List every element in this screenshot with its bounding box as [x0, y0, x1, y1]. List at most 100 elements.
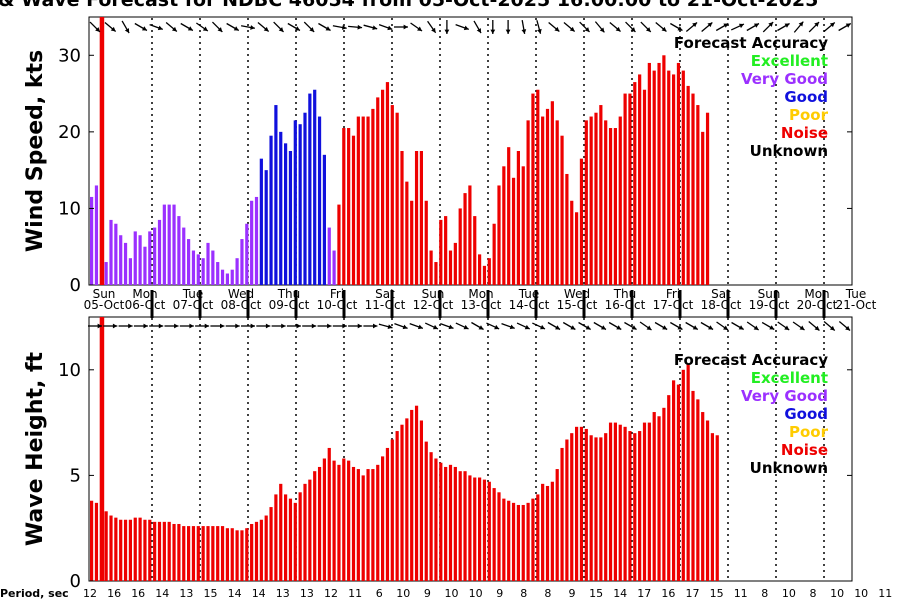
direction-arrowhead: [110, 26, 116, 32]
direction-arrowhead: [233, 26, 239, 31]
bar: [230, 528, 234, 581]
bar: [225, 273, 229, 285]
direction-arrowhead: [630, 27, 636, 32]
legend-title: Forecast Accuracy: [674, 351, 828, 369]
direction-arrowhead: [738, 325, 744, 330]
bar: [526, 502, 530, 581]
legend-title: Forecast Accuracy: [674, 34, 828, 52]
period-value: 11: [878, 587, 892, 600]
bar: [473, 477, 477, 581]
bar: [167, 521, 171, 581]
bar: [502, 166, 506, 285]
period-value: 17: [686, 587, 700, 600]
period-value: 14: [228, 587, 242, 600]
direction-arrowhead: [738, 23, 744, 29]
direction-arrowhead: [174, 323, 179, 329]
period-value: 10: [396, 587, 410, 600]
bar: [400, 424, 404, 581]
direction-arrowhead: [341, 25, 347, 30]
bar: [521, 504, 525, 581]
bar: [511, 502, 516, 581]
bar: [264, 515, 268, 581]
bar: [575, 426, 579, 581]
direction-arrowhead: [250, 25, 255, 30]
bar: [691, 390, 695, 581]
wave-height-panel: 0 5 10 Wave Height, ft Forecast AccuracyEx…: [23, 316, 853, 592]
bar: [507, 500, 511, 581]
bar: [662, 407, 666, 581]
bar: [327, 227, 331, 285]
y-tick-label: 10: [58, 198, 81, 219]
bar: [337, 464, 341, 581]
bar: [109, 219, 113, 285]
bar: [274, 494, 278, 581]
day-label-strip: Sun05-OctMon06-OctTue07-OctWed08-OctThu0…: [84, 286, 877, 318]
period-value: 9: [496, 587, 503, 600]
legend-entry: Poor: [789, 106, 829, 124]
period-value: 8: [761, 587, 768, 600]
direction-arrowhead: [373, 323, 378, 329]
direction-arrowhead: [204, 323, 210, 329]
y-tick-label: 20: [58, 122, 81, 143]
bar: [284, 494, 288, 581]
direction-arrowhead: [829, 22, 835, 28]
bar: [104, 262, 108, 285]
day-name: Sun: [758, 287, 781, 301]
bar: [123, 242, 128, 285]
bar: [701, 131, 705, 285]
bar: [652, 412, 656, 581]
direction-arrowhead: [768, 22, 774, 27]
period-value: 10: [854, 587, 868, 600]
legend-entry: Unknown: [750, 459, 828, 477]
bar: [206, 242, 210, 285]
bar: [293, 120, 297, 286]
bar: [575, 212, 579, 285]
bar: [487, 258, 491, 285]
bar: [594, 112, 598, 286]
direction-arrowhead: [645, 27, 651, 32]
bar: [638, 74, 642, 286]
direction-arrowhead: [342, 323, 347, 329]
bar: [439, 462, 443, 581]
bar: [681, 70, 685, 285]
direction-arrowhead: [403, 24, 408, 30]
bar: [94, 502, 99, 581]
bar: [250, 200, 254, 285]
day-name: Tue: [518, 287, 540, 301]
direction-arrowhead: [814, 325, 820, 331]
direction-arrowhead: [615, 26, 621, 32]
bar: [536, 494, 540, 581]
bar: [119, 519, 123, 581]
bar: [196, 526, 200, 581]
direction-arrowhead: [463, 324, 469, 330]
bar: [642, 89, 647, 286]
bar: [347, 460, 351, 581]
direction-arrowhead: [599, 27, 605, 33]
bar: [715, 435, 719, 581]
bar: [633, 82, 637, 285]
bar: [366, 116, 370, 285]
direction-arrowhead: [814, 22, 820, 27]
period-value: 6: [376, 587, 383, 600]
bar: [351, 466, 356, 581]
direction-arrowhead: [294, 26, 300, 31]
bar: [327, 447, 331, 581]
day-date: 07-Oct: [173, 298, 214, 312]
direction-arrowhead: [476, 28, 481, 34]
bar: [395, 431, 399, 581]
period-value: 9: [569, 587, 576, 600]
bar: [516, 151, 520, 285]
direction-arrowhead: [798, 21, 804, 27]
bar: [298, 492, 302, 581]
bar: [570, 200, 574, 285]
bar: [541, 116, 545, 285]
direction-arrowhead: [141, 26, 147, 31]
bar: [385, 447, 390, 581]
bar: [225, 528, 229, 581]
direction-arrowhead: [463, 25, 469, 31]
day-date: 18-Oct: [701, 298, 742, 312]
bar: [216, 526, 220, 581]
direction-arrowhead: [478, 325, 484, 330]
bar: [390, 105, 394, 285]
